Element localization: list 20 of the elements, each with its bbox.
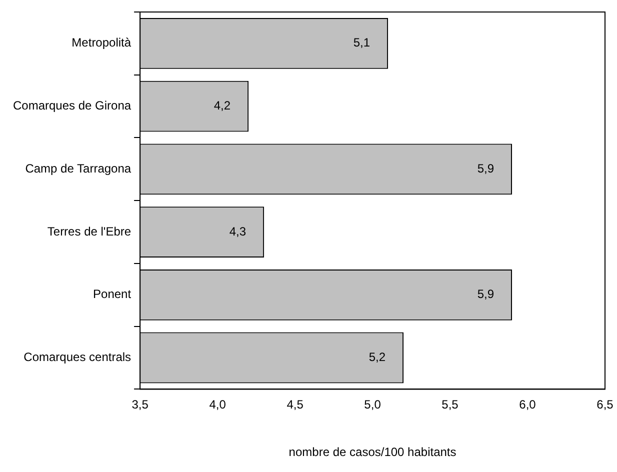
data-label: 4,2 (214, 98, 231, 113)
x-tick-label: 6,5 (596, 398, 614, 412)
x-tick-label: 5,5 (442, 398, 459, 412)
x-axis-title: nombre de casos/100 habitants (288, 445, 456, 460)
y-tick-label: Comarques de Girona (13, 98, 132, 113)
y-tick-label: Ponent (93, 287, 132, 302)
x-tick-label: 6,0 (519, 398, 536, 412)
y-tick-label: Camp de Tarragona (25, 161, 132, 176)
x-tick-label: 4,0 (209, 398, 226, 412)
x-tick-label: 4,5 (286, 398, 304, 412)
data-label: 4,3 (229, 224, 246, 238)
x-tick-label: 5,0 (364, 398, 382, 412)
data-label: 5,9 (477, 161, 494, 176)
data-label: 5,1 (353, 36, 370, 50)
x-tick-label: 3,5 (132, 398, 149, 412)
data-label: 5,9 (477, 287, 494, 302)
y-tick-label: Terres de l'Ebre (47, 224, 132, 238)
y-tick-label: Comarques centrals (24, 350, 132, 364)
data-label: 5,2 (368, 350, 386, 364)
y-tick-label: Metropolità (72, 36, 132, 50)
